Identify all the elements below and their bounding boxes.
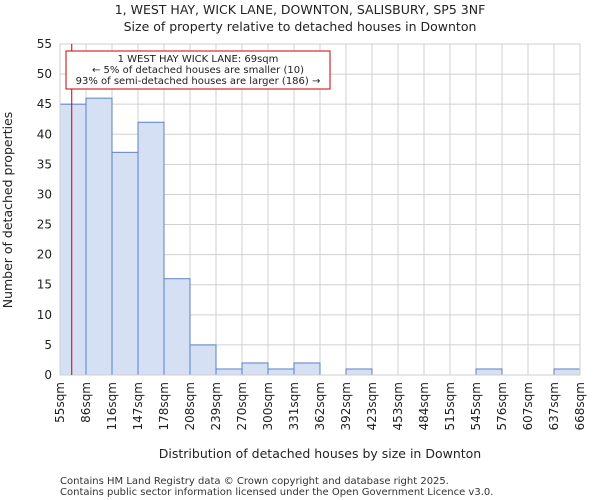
x-tick-label: 453sqm bbox=[391, 382, 405, 430]
x-tick-label: 607sqm bbox=[521, 382, 535, 430]
y-tick-label: 55 bbox=[37, 37, 52, 51]
bar bbox=[137, 121, 165, 376]
x-tick-label: 545sqm bbox=[469, 382, 483, 430]
y-axis-label: Number of detached properties bbox=[0, 112, 15, 309]
x-tick-label: 208sqm bbox=[183, 382, 197, 430]
x-axis-ticks: 55sqm 86sqm 116sqm 147sqm 178sqm 208sqm 239sqm… bbox=[53, 382, 587, 430]
plot-frame bbox=[59, 43, 581, 376]
bar bbox=[475, 368, 503, 376]
y-tick-label: 10 bbox=[37, 308, 52, 322]
x-tick-label: 147sqm bbox=[131, 382, 145, 430]
y-tick-label: 25 bbox=[37, 218, 52, 232]
x-tick-label: 300sqm bbox=[261, 382, 275, 430]
property-marker: 1 WEST HAY WICK LANE: 69sqm← 5% of detac… bbox=[65, 44, 331, 375]
x-tick-label: 423sqm bbox=[365, 382, 379, 430]
y-tick-label: 45 bbox=[37, 97, 52, 111]
bar bbox=[85, 97, 113, 376]
bar bbox=[345, 368, 373, 376]
x-tick-label: 484sqm bbox=[417, 382, 431, 430]
y-tick-label: 35 bbox=[37, 157, 52, 171]
x-tick-label: 637sqm bbox=[547, 382, 561, 430]
annotation-line: 1 WEST HAY WICK LANE: 69sqm bbox=[118, 54, 279, 65]
x-tick-label: 178sqm bbox=[157, 382, 171, 430]
bar bbox=[241, 362, 269, 376]
bar bbox=[111, 151, 139, 376]
x-tick-label: 515sqm bbox=[443, 382, 457, 430]
y-tick-label: 30 bbox=[37, 187, 52, 201]
annotation-line: ← 5% of detached houses are smaller (10) bbox=[92, 65, 304, 76]
chart-subtitle: Size of property relative to detached ho… bbox=[124, 19, 477, 34]
x-tick-label: 362sqm bbox=[313, 382, 327, 430]
x-axis-label: Distribution of detached houses by size … bbox=[159, 446, 481, 461]
x-tick-label: 55sqm bbox=[53, 382, 67, 423]
y-tick-label: 0 bbox=[44, 368, 52, 382]
x-tick-label: 86sqm bbox=[79, 382, 93, 423]
bar bbox=[59, 103, 87, 376]
annotation-box bbox=[65, 50, 331, 90]
footer-line-2: Contains public sector information licen… bbox=[60, 487, 493, 498]
bar bbox=[189, 344, 217, 376]
y-axis-ticks: 0 5 10 15 20 25 30 35 40 45 50 55 bbox=[37, 37, 52, 382]
x-tick-label: 331sqm bbox=[287, 382, 301, 430]
x-tick-label: 116sqm bbox=[105, 382, 119, 430]
bar bbox=[553, 368, 581, 376]
bar bbox=[163, 278, 191, 376]
y-tick-label: 15 bbox=[37, 278, 52, 292]
chart-title: 1, WEST HAY, WICK LANE, DOWNTON, SALISBU… bbox=[115, 2, 486, 17]
x-tick-label: 392sqm bbox=[339, 382, 353, 430]
y-tick-label: 40 bbox=[37, 127, 52, 141]
bar bbox=[267, 368, 295, 376]
y-tick-label: 20 bbox=[37, 248, 52, 262]
y-tick-label: 5 bbox=[44, 338, 52, 352]
footer-line-1: Contains HM Land Registry data © Crown c… bbox=[60, 476, 449, 487]
bar bbox=[215, 368, 243, 376]
x-tick-label: 239sqm bbox=[209, 382, 223, 430]
x-tick-label: 576sqm bbox=[495, 382, 509, 430]
bar bbox=[293, 362, 321, 376]
x-tick-label: 668sqm bbox=[573, 382, 587, 430]
y-tick-label: 50 bbox=[37, 67, 52, 81]
bars bbox=[59, 97, 581, 376]
x-tick-label: 270sqm bbox=[235, 382, 249, 430]
annotation-line: 93% of semi-detached houses are larger (… bbox=[76, 76, 321, 87]
